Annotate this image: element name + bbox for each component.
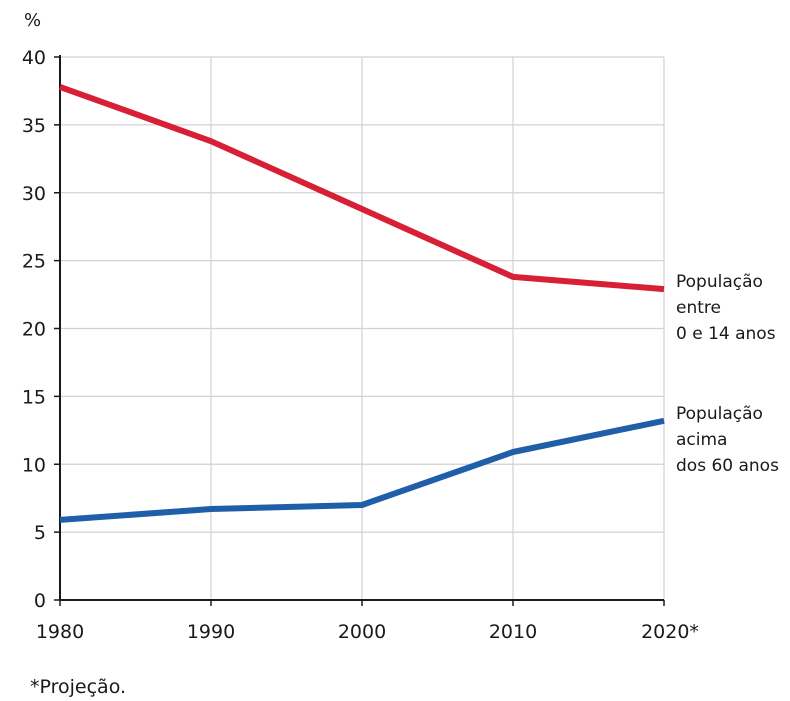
y-tick-label-25: 25 xyxy=(22,251,46,273)
x-tick-label-1990: 1990 xyxy=(187,621,235,643)
x-tick-label-2000: 2000 xyxy=(338,621,386,643)
y-tick-label-35: 35 xyxy=(22,115,46,137)
series-label-0-line-2: 0 e 14 anos xyxy=(676,324,776,344)
footnote: *Projeção. xyxy=(30,676,127,698)
y-tick-label-5: 5 xyxy=(34,522,46,544)
y-tick-label-40: 40 xyxy=(22,47,46,69)
series-label-0-line-0: População xyxy=(676,272,763,292)
x-tick-label-2020: 2020* xyxy=(641,621,699,643)
series-lines xyxy=(58,84,665,523)
x-tick-label-2010: 2010 xyxy=(489,621,537,643)
series-label-0-line-1: entre xyxy=(676,298,721,318)
series-label-1-line-1: acima xyxy=(676,430,727,450)
axes xyxy=(54,55,665,606)
y-axis-unit-label: % xyxy=(24,10,41,31)
y-tick-labels: 0 5 10 15 20 25 30 35 40 xyxy=(22,47,46,612)
y-tick-label-10: 10 xyxy=(22,454,46,476)
series-label-1-line-2: dos 60 anos xyxy=(676,456,779,476)
y-tick-label-20: 20 xyxy=(22,319,46,341)
y-tick-label-30: 30 xyxy=(22,183,46,205)
y-tick-label-0: 0 xyxy=(34,590,46,612)
y-tick-label-15: 15 xyxy=(22,386,46,408)
x-tick-labels: 1980 1990 2000 2010 2020* xyxy=(36,621,699,643)
gridlines xyxy=(60,56,665,600)
series-label-1-line-0: População xyxy=(676,404,763,424)
series-labels: População entre 0 e 14 anos População acima d… xyxy=(676,272,779,476)
x-tick-label-1980: 1980 xyxy=(36,621,84,643)
